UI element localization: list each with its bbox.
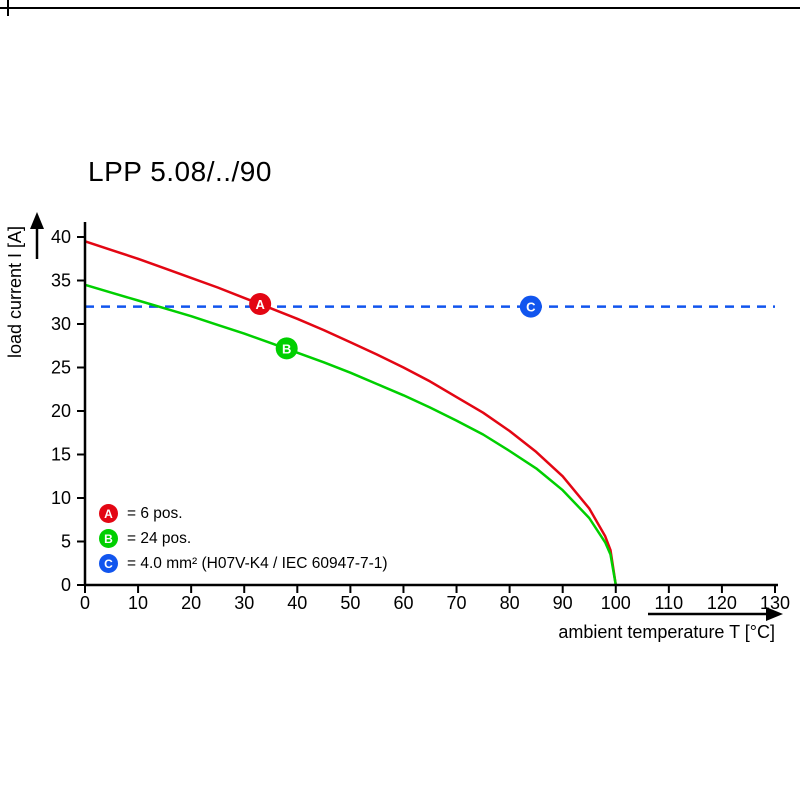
x-axis-label: ambient temperature T [°C] (558, 622, 775, 642)
legend-label: = 24 pos. (127, 529, 192, 547)
legend-item-b: B = 24 pos. (99, 526, 388, 551)
svg-text:10: 10 (51, 488, 71, 508)
svg-text:100: 100 (601, 593, 631, 613)
svg-text:130: 130 (760, 593, 790, 613)
svg-text:20: 20 (51, 401, 71, 421)
svg-text:60: 60 (393, 593, 413, 613)
svg-text:5: 5 (61, 532, 71, 552)
svg-text:40: 40 (287, 593, 307, 613)
legend-dot-letter: C (104, 556, 113, 571)
svg-text:110: 110 (654, 593, 683, 613)
legend-dot-a: A (99, 504, 118, 523)
svg-text:80: 80 (500, 593, 520, 613)
legend-label: = 4.0 mm² (H07V-K4 / IEC 60947-7-1) (127, 554, 388, 572)
svg-text:B: B (282, 341, 291, 356)
svg-text:0: 0 (61, 575, 71, 595)
legend-dot-c: C (99, 554, 118, 573)
svg-text:30: 30 (234, 593, 254, 613)
svg-text:15: 15 (51, 445, 71, 465)
svg-text:70: 70 (447, 593, 467, 613)
svg-text:C: C (526, 300, 536, 315)
legend-dot-letter: A (104, 506, 113, 521)
svg-text:120: 120 (707, 593, 737, 613)
legend-item-c: C = 4.0 mm² (H07V-K4 / IEC 60947-7-1) (99, 551, 388, 576)
svg-text:20: 20 (181, 593, 201, 613)
legend-dot-letter: B (104, 531, 113, 546)
svg-text:90: 90 (553, 593, 573, 613)
legend: A = 6 pos. B = 24 pos. C = 4.0 mm² (H07V… (99, 501, 388, 576)
chart-title: LPP 5.08/../90 (88, 156, 272, 187)
svg-text:50: 50 (340, 593, 360, 613)
svg-text:40: 40 (51, 227, 71, 247)
svg-text:25: 25 (51, 358, 71, 378)
svg-text:35: 35 (51, 271, 71, 291)
legend-label: = 6 pos. (127, 504, 183, 522)
svg-text:A: A (255, 297, 265, 312)
legend-item-a: A = 6 pos. (99, 501, 388, 526)
y-axis-label: load current I [A] (5, 225, 25, 359)
svg-text:10: 10 (128, 593, 148, 613)
legend-dot-b: B (99, 529, 118, 548)
svg-text:30: 30 (51, 314, 71, 334)
svg-text:0: 0 (80, 593, 90, 613)
